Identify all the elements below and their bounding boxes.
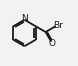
Text: O: O <box>49 39 56 48</box>
Text: Br: Br <box>53 21 63 30</box>
Text: N: N <box>21 14 28 23</box>
